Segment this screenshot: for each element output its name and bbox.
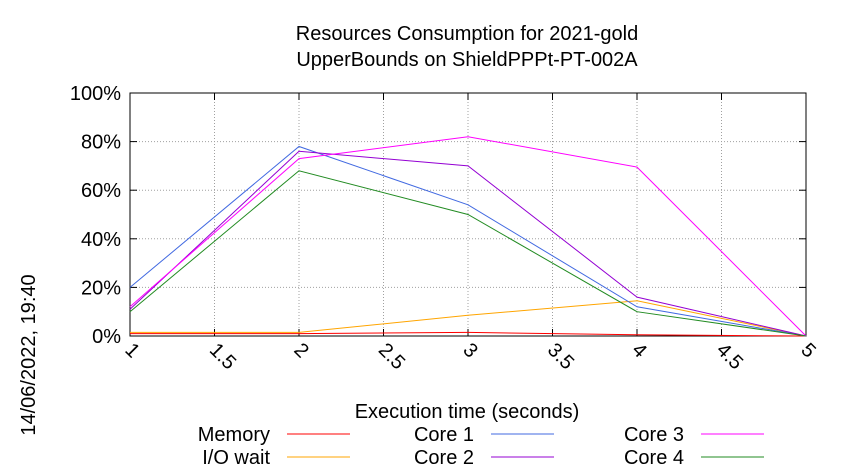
series-line-core-4 [129,170,807,337]
legend-label-memory: Memory [198,424,270,446]
x-axis-label: Execution time (seconds) [355,401,580,423]
series-line-memory [130,331,807,337]
y-tick-label: 100% [70,83,121,105]
legend-label-core-2: Core 2 [414,447,474,469]
y-tick-label: 0% [92,326,121,348]
legend-label-core-3: Core 3 [624,424,684,446]
legend-label-core-4: Core 4 [624,447,684,469]
x-tick-label: 3 [458,339,481,362]
x-tick-label: 4 [627,339,650,362]
x-tick-label: 5 [796,339,819,362]
series-line-i-o-wait [130,300,807,337]
y-tick-label: 40% [81,229,121,251]
x-tick-label: 2 [289,339,312,362]
series-lines [129,136,807,337]
chart-title-line-2: UpperBounds on ShieldPPPt-PT-002A [296,49,638,71]
x-tick-label: 1 [120,339,143,362]
legend-label-i-o-wait: I/O wait [202,447,270,469]
chart-title-line-1: Resources Consumption for 2021-gold [296,23,638,45]
x-tick-label: 1.5 [205,339,240,374]
y-tick-label: 60% [81,180,121,202]
y-tick-label: 80% [81,132,121,154]
series-line-core-3 [129,136,807,337]
legend-label-core-1: Core 1 [414,424,474,446]
y-axis: 0% 20% 40% 60% 80% 100% [70,83,806,348]
y-tick-label: 20% [81,277,121,299]
series-line-core-1 [129,145,807,337]
series-line-core-2 [129,150,807,337]
x-tick-label: 4.5 [712,339,747,374]
x-tick-label: 2.5 [374,339,409,374]
x-tick-label: 3.5 [543,339,578,374]
timestamp-label: 14/06/2022, 19:40 [18,274,40,435]
